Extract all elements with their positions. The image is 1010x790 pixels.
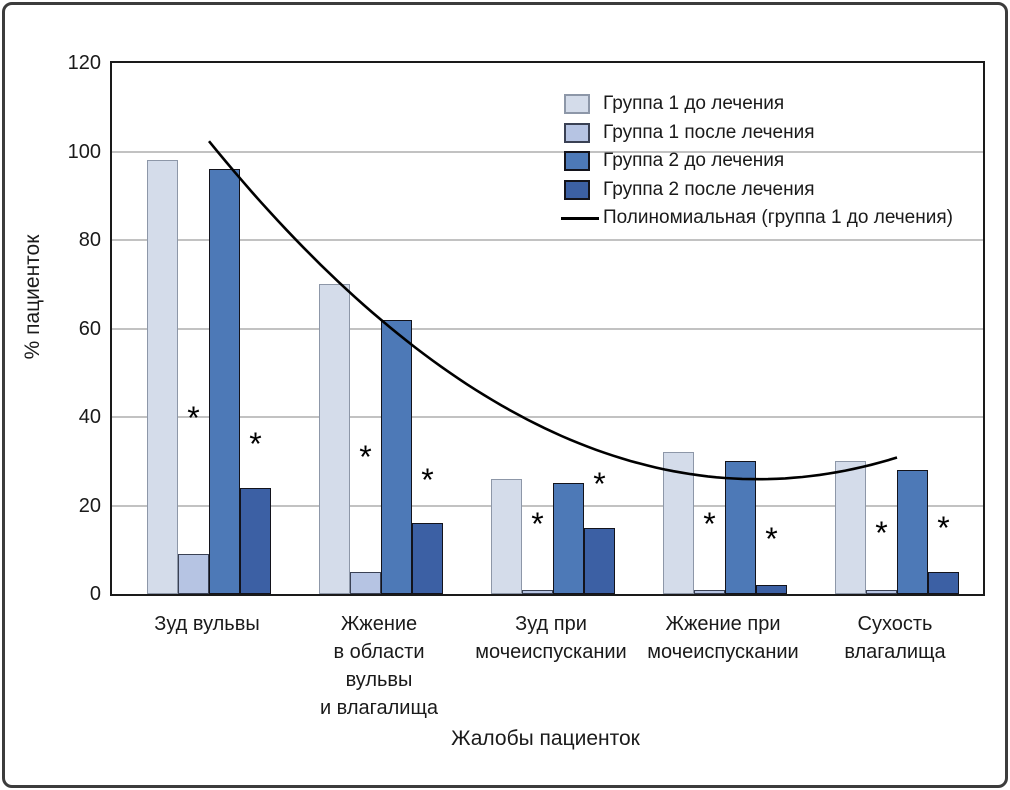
significance-asterisk: * bbox=[937, 510, 950, 547]
bar-cat1-series3 bbox=[209, 169, 240, 594]
legend-label: Группа 1 до лечения bbox=[603, 93, 785, 115]
bar-cat1-series2 bbox=[178, 554, 209, 594]
legend-label: Полиномиальная (группа 1 до лечения) bbox=[603, 207, 953, 229]
bar-cat3-series2 bbox=[522, 589, 553, 594]
y-tick-label-0: 0 bbox=[89, 583, 101, 605]
bar-cat4-series4 bbox=[756, 585, 787, 594]
significance-asterisk: * bbox=[187, 399, 200, 436]
legend: Группа 1 до лечения Группа 1 после лечени… bbox=[561, 90, 953, 233]
legend-item-series4: Группа 2 после лечения bbox=[561, 176, 953, 205]
legend-swatch-icon bbox=[564, 179, 590, 200]
bar-cat3-series1 bbox=[491, 478, 522, 594]
legend-swatch-icon bbox=[564, 94, 590, 115]
bar-cat1-series1 bbox=[147, 160, 178, 594]
trendline-path bbox=[207, 140, 898, 481]
legend-item-series3: Группа 2 до лечения bbox=[561, 147, 953, 176]
significance-asterisk: * bbox=[421, 461, 434, 498]
bar-cat5-series3 bbox=[897, 470, 928, 594]
bar-cat5-series2 bbox=[866, 589, 897, 594]
bar-cat2-series4 bbox=[412, 523, 443, 594]
bar-cat2-series2 bbox=[350, 571, 381, 594]
x-axis-title: Жалобы пациенток bbox=[451, 727, 640, 750]
legend-swatch-icon bbox=[564, 122, 590, 143]
category-label-4: Жжение при мочеиспускании bbox=[647, 613, 799, 663]
bar-cat2-series1 bbox=[319, 284, 350, 594]
y-tick-label-60: 60 bbox=[78, 317, 101, 340]
gridline-y-20 bbox=[112, 504, 983, 507]
bar-cat3-series3 bbox=[553, 483, 584, 594]
y-tick-label-20: 20 bbox=[78, 494, 101, 517]
significance-asterisk: * bbox=[531, 505, 544, 542]
bar-cat5-series1 bbox=[835, 461, 866, 594]
gridline-y-100 bbox=[112, 150, 983, 153]
legend-label: Группа 2 до лечения bbox=[603, 150, 785, 172]
bar-cat4-series1 bbox=[663, 452, 694, 594]
bar-cat4-series2 bbox=[694, 589, 725, 594]
legend-item-series1: Группа 1 до лечения bbox=[561, 90, 953, 119]
gridline-y-40 bbox=[112, 416, 983, 418]
gridline-y-60 bbox=[112, 327, 983, 330]
legend-item-series2: Группа 1 после лечения bbox=[561, 119, 953, 148]
legend-swatch-icon bbox=[564, 151, 590, 172]
category-label-2: Жжение в области вульвы и влагалища bbox=[319, 613, 439, 719]
y-tick-label-120: 120 bbox=[67, 52, 101, 74]
legend-label: Группа 1 после лечения bbox=[603, 121, 815, 143]
bar-cat2-series3 bbox=[381, 319, 412, 594]
y-tick-label-100: 100 bbox=[67, 140, 101, 163]
significance-asterisk: * bbox=[593, 465, 606, 502]
bar-cat1-series4 bbox=[240, 487, 271, 594]
plot-area: * * * * * * * * * * bbox=[110, 61, 985, 596]
category-label-1: Зуд вульвы bbox=[154, 613, 260, 635]
trendline-svg bbox=[207, 140, 898, 481]
significance-asterisk: * bbox=[875, 514, 888, 551]
y-tick-label-40: 40 bbox=[78, 406, 101, 428]
gridline-y-80 bbox=[112, 239, 983, 241]
significance-asterisk: * bbox=[765, 521, 778, 558]
significance-asterisk: * bbox=[703, 505, 716, 542]
y-axis-title: % пациенток bbox=[21, 234, 44, 360]
significance-asterisk: * bbox=[359, 439, 372, 476]
y-tick-label-80: 80 bbox=[78, 229, 101, 251]
legend-line-icon bbox=[561, 216, 599, 220]
bar-cat4-series3 bbox=[725, 461, 756, 594]
significance-asterisk: * bbox=[249, 426, 262, 463]
bar-cat5-series4 bbox=[928, 571, 959, 594]
legend-item-trendline: Полиномиальная (группа 1 до лечения) bbox=[561, 204, 953, 233]
bar-cat3-series4 bbox=[584, 527, 615, 594]
legend-label: Группа 2 после лечения bbox=[603, 178, 815, 200]
category-label-5: Сухость влагалища bbox=[844, 613, 946, 663]
category-label-3: Зуд при мочеиспускании bbox=[475, 613, 627, 663]
